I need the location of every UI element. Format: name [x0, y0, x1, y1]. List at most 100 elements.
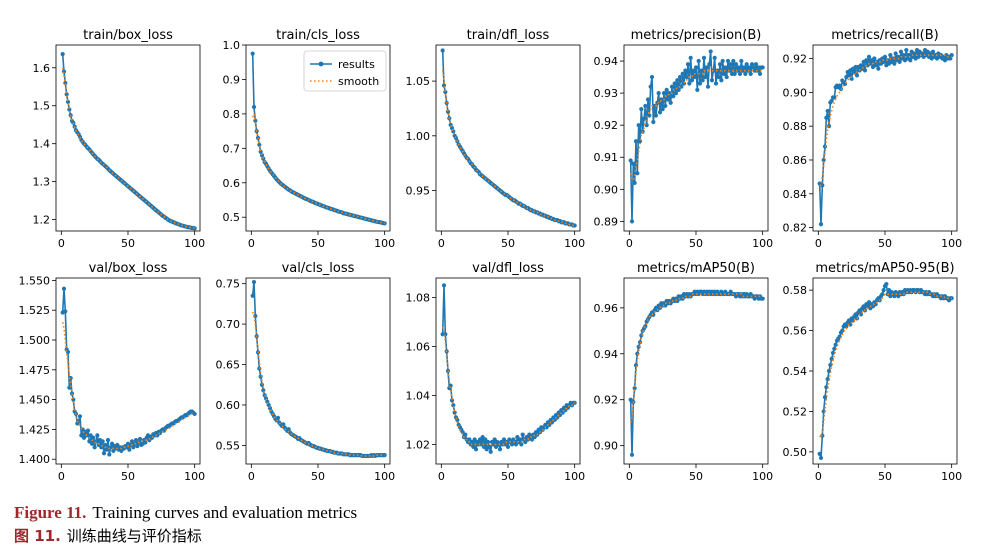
y-tick-label: 0.60	[216, 399, 241, 412]
data-point	[830, 350, 836, 355]
data-point	[649, 74, 655, 80]
data-point	[501, 437, 507, 442]
data-point	[701, 55, 707, 60]
plot-frame	[623, 277, 769, 465]
series-line-smooth	[441, 70, 575, 227]
data-point	[748, 71, 753, 76]
data-point	[892, 61, 897, 66]
data-point	[669, 84, 675, 89]
plot-frame	[55, 277, 201, 465]
data-point	[452, 410, 457, 415]
y-tick-label: 1.0	[223, 39, 241, 52]
data-point	[192, 411, 197, 417]
data-point	[707, 62, 712, 67]
data-point	[818, 222, 824, 227]
x-tick-label: 50	[121, 470, 135, 483]
data-point	[684, 74, 689, 80]
chart-title: metrics/precision(B)	[631, 28, 762, 43]
x-tick-label: 0	[58, 470, 65, 483]
data-point	[101, 451, 107, 456]
data-point	[505, 444, 511, 449]
chart-title: metrics/mAP50(B)	[637, 261, 755, 276]
y-tick-label: 0.91	[594, 151, 619, 164]
data-point	[445, 109, 451, 114]
data-point	[882, 54, 888, 59]
data-point	[872, 56, 877, 61]
series-line-smooth	[61, 67, 195, 230]
data-point	[753, 62, 759, 67]
data-point	[131, 445, 136, 450]
data-point	[908, 58, 913, 63]
series-line-smooth	[629, 293, 763, 423]
data-point	[491, 442, 496, 447]
x-tick-label: 100	[374, 237, 395, 250]
data-point	[743, 71, 748, 76]
y-tick-label: 0.54	[783, 365, 808, 378]
data-point	[519, 442, 524, 447]
figure-caption-zh-label: 图 11.	[14, 527, 61, 545]
data-point	[520, 432, 525, 437]
y-tick-label: 0.88	[783, 120, 808, 133]
data-point	[488, 449, 493, 454]
data-point	[467, 437, 472, 442]
y-tick-label: 0.94	[594, 55, 619, 68]
y-tick-label: 1.02	[406, 438, 431, 451]
data-point	[688, 55, 693, 60]
y-tick-label: 0.7	[223, 142, 241, 155]
data-point	[713, 81, 719, 86]
y-tick-label: 0.6	[223, 177, 241, 190]
y-tick-label: 0.89	[594, 215, 619, 228]
chart-panel-5: val/box_loss 0 50 100 1.400 1.425 1.450 1.475 1.…	[19, 261, 206, 483]
data-point	[258, 149, 263, 154]
data-point	[64, 92, 69, 97]
data-point	[127, 447, 132, 452]
data-point	[143, 440, 148, 445]
data-point	[862, 68, 868, 73]
data-point	[257, 142, 262, 147]
data-point	[67, 107, 72, 112]
data-point	[103, 442, 108, 448]
legend-label-smooth: smooth	[338, 75, 379, 88]
y-tick-label: 0.5	[223, 211, 241, 224]
x-tick-label: 100	[941, 237, 962, 250]
data-point	[515, 434, 520, 440]
data-point	[105, 438, 111, 443]
x-tick-label: 50	[121, 237, 135, 250]
data-point	[275, 415, 281, 421]
data-point	[829, 98, 834, 103]
y-tick-label: 0.90	[783, 86, 808, 99]
data-point	[472, 437, 477, 442]
data-point	[628, 158, 633, 163]
series-line-results	[818, 49, 953, 226]
data-point	[824, 115, 829, 120]
data-point	[643, 103, 648, 109]
data-point	[572, 223, 577, 228]
data-point	[671, 94, 676, 99]
x-tick-label: 100	[184, 470, 205, 483]
y-tick-label: 0.8	[223, 108, 241, 121]
x-tick-label: 100	[941, 470, 962, 483]
chart-title: train/dfl_loss	[467, 28, 550, 43]
y-tick-label: 1.4	[33, 138, 51, 151]
data-point	[636, 123, 641, 128]
data-point	[716, 74, 721, 80]
data-point	[675, 78, 680, 83]
data-point	[481, 444, 487, 449]
data-point	[487, 444, 492, 449]
data-point	[632, 386, 637, 391]
data-point	[852, 69, 857, 75]
data-point	[656, 91, 661, 96]
data-point	[100, 439, 105, 444]
series-line-smooth	[251, 111, 385, 225]
data-point	[696, 58, 701, 64]
data-point	[930, 49, 936, 54]
plot-frame	[435, 277, 581, 465]
y-tick-label: 0.94	[594, 348, 619, 361]
x-tick-label: 0	[815, 470, 822, 483]
data-point	[864, 58, 869, 63]
data-point	[751, 65, 756, 70]
data-point	[657, 110, 663, 115]
data-point	[660, 107, 665, 112]
data-point	[61, 286, 67, 291]
data-point	[687, 81, 692, 86]
